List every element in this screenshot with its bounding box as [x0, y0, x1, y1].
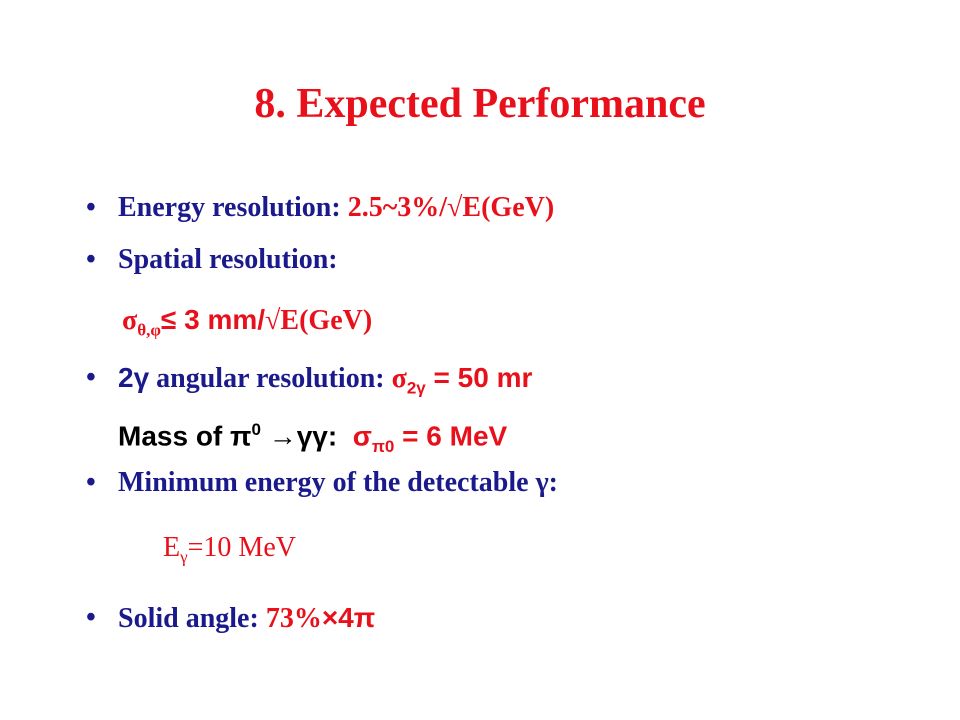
text: Solid angle:: [118, 603, 266, 634]
text: 2γ: [118, 362, 150, 393]
line: σθ,φ≤ 3 mm/√E(GeV): [122, 303, 372, 348]
bullet-line: Energy resolution: 2.5~3%/√E(GeV): [86, 191, 555, 225]
text: Mass of: [118, 420, 231, 452]
subscript: π0: [371, 436, 395, 456]
line: Mass of π0 →γγ: σπ0 = 6 MeV: [118, 413, 507, 464]
text: E: [163, 532, 181, 563]
text: 73%: [265, 603, 322, 634]
text: √E(GeV): [265, 305, 373, 336]
bullet-line: Solid angle: 73%×4π: [86, 601, 376, 636]
title: 8. Expected Performance: [254, 81, 706, 127]
text: σ: [122, 305, 138, 336]
text: = 6 MeV: [394, 420, 508, 452]
superscript: 0: [251, 420, 261, 439]
text: Energy resolution:: [118, 192, 341, 223]
text: 2.5~3%/√E(GeV): [347, 192, 555, 223]
text: ≤ 3 mm/: [160, 304, 266, 335]
text: = 50 mr: [425, 362, 533, 393]
subscript: γ: [180, 547, 188, 567]
bullet-line: Minimum energy of the detectable γ:: [86, 466, 558, 500]
text: ×4π: [321, 602, 376, 633]
text: σ: [391, 363, 407, 394]
text: →γγ:: [260, 420, 338, 452]
subscript: θ,φ: [137, 320, 161, 340]
bullet-line: Spatial resolution:: [86, 243, 338, 277]
text: angular resolution:: [149, 363, 385, 394]
text: π: [230, 420, 252, 452]
bullet-line: 2γ angular resolution: σ2γ = 50 mr: [86, 361, 533, 406]
text: Minimum energy of the detectable γ:: [118, 467, 558, 498]
text: =10 MeV: [187, 532, 296, 563]
subscript: 2γ: [406, 378, 426, 398]
line: Eγ=10 MeV: [163, 531, 296, 575]
text: σ: [352, 420, 372, 452]
text: Spatial resolution:: [118, 244, 338, 275]
